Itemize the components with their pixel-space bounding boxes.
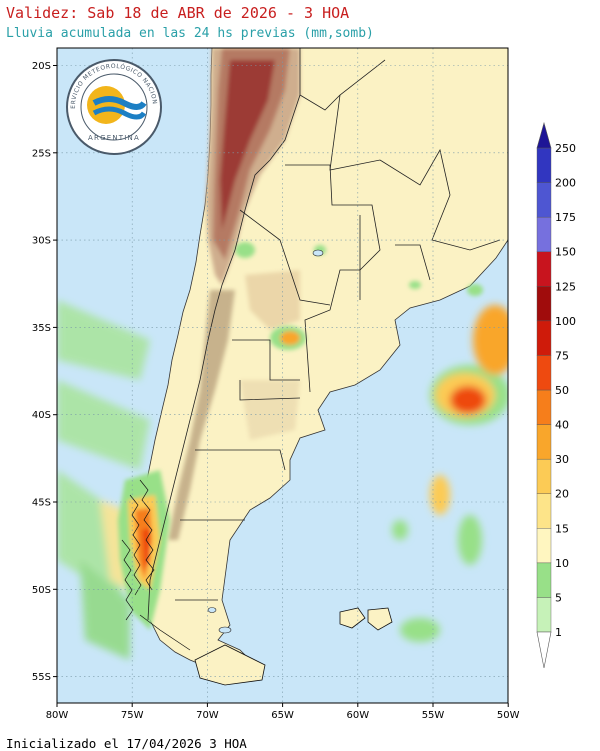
colorbar-label: 50 (555, 384, 569, 397)
lat-label: 20S (32, 61, 51, 72)
colorbar-upper-arrow (536, 121, 552, 149)
atlantic-rain-cells (392, 305, 508, 642)
lon-label: 80W (46, 710, 69, 721)
lat-label: 55S (32, 672, 51, 683)
sun-icon (87, 86, 125, 124)
map-title: Validez: Sab 18 de ABR de 2026 - 3 HOA (6, 4, 350, 22)
lat-label: 35S (32, 323, 51, 334)
chilean-archipelago (121, 479, 191, 651)
colorbar-swatch (536, 528, 552, 564)
colorbar-swatch (536, 251, 552, 287)
colorbar-swatch (536, 493, 552, 529)
colorbar-swatch (536, 597, 552, 633)
smn-logo: SERVICIO METEOROLÓGICO NACIONAL ARGENTIN… (66, 59, 162, 155)
colorbar-swatch (536, 182, 552, 218)
lat-label: 50S (32, 585, 51, 596)
coordinate-grid (57, 48, 508, 703)
colorbar-label: 40 (555, 419, 569, 432)
colorbar-label: 20 (555, 488, 569, 501)
lon-label: 60W (346, 710, 369, 721)
colorbar-label: 175 (555, 211, 576, 224)
latitude-axis: 20S 25S 30S 35S 40S 45S 50S 55S (32, 61, 57, 683)
colorbar-label: 100 (555, 315, 576, 328)
colorbar-swatch (536, 458, 552, 494)
political-boundaries (147, 48, 501, 621)
init-time: Inicializado el 17/04/2026 3 HOA (6, 736, 247, 751)
colorbar-label: 5 (555, 591, 562, 604)
colorbar-swatch (536, 355, 552, 391)
colorbar-swatch (536, 562, 552, 598)
tierra-del-fuego (194, 644, 266, 686)
colorbar-label: 250 (555, 142, 576, 155)
lon-label: 70W (196, 710, 219, 721)
patagonia-rain (118, 470, 170, 630)
lat-label: 40S (32, 410, 51, 421)
lon-label: 75W (121, 710, 144, 721)
colorbar-label: 15 (555, 522, 569, 535)
colorbar-swatch (536, 389, 552, 425)
lat-label: 45S (32, 498, 51, 509)
lat-label: 25S (32, 148, 51, 159)
lakes (207, 249, 324, 634)
colorbar-swatch (536, 147, 552, 183)
lon-label: 50W (497, 710, 520, 721)
colorbar-swatch (536, 286, 552, 322)
colorbar-label: 30 (555, 453, 569, 466)
wave-icon (92, 96, 147, 110)
colorbar-label: 200 (555, 177, 576, 190)
colorbar-label: 75 (555, 349, 569, 362)
colorbar-swatch (536, 424, 552, 460)
colorbar-label: 150 (555, 246, 576, 259)
colorbar-label: 1 (555, 626, 562, 639)
longitude-axis: 80W 75W 70W 65W 60W 55W 50W (46, 703, 520, 721)
malvinas-islands (339, 607, 393, 631)
map-subtitle: Lluvia acumulada en las 24 hs previas (m… (6, 26, 374, 41)
colorbar-label: 10 (555, 557, 569, 570)
lon-label: 55W (422, 710, 445, 721)
colorbar-lower-arrow (536, 631, 552, 669)
lon-label: 65W (271, 710, 294, 721)
colorbar-swatch (536, 320, 552, 356)
colorbar-label: 125 (555, 280, 576, 293)
lat-label: 30S (32, 236, 51, 247)
colorbar-swatch (536, 216, 552, 252)
map-area (57, 48, 508, 703)
logo-bottom-text: ARGENTINA (88, 134, 140, 142)
